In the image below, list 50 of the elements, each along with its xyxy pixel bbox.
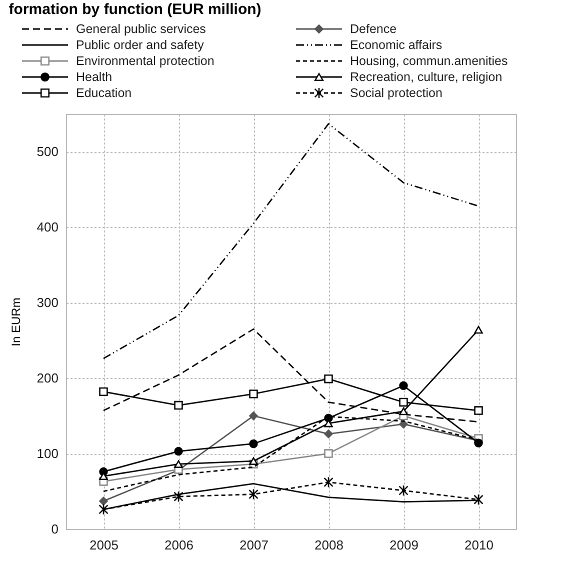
legend-label: Housing, commun.amenities bbox=[350, 54, 508, 68]
x-tick-label: 2009 bbox=[390, 538, 418, 552]
point bbox=[174, 490, 184, 502]
point bbox=[174, 400, 183, 410]
legend-label: Health bbox=[76, 70, 112, 84]
point bbox=[324, 374, 333, 384]
point bbox=[398, 484, 408, 496]
point bbox=[399, 398, 408, 407]
y-tick-label: 400 bbox=[36, 220, 58, 235]
point bbox=[249, 411, 258, 420]
point bbox=[399, 381, 408, 390]
point bbox=[98, 504, 108, 516]
point bbox=[474, 438, 483, 448]
legend-label: Education bbox=[76, 86, 132, 100]
point bbox=[99, 387, 108, 396]
legend-label: Defence bbox=[350, 22, 397, 36]
point bbox=[249, 390, 258, 398]
point bbox=[99, 496, 108, 506]
point bbox=[249, 439, 258, 448]
x-tick-label: 2006 bbox=[164, 538, 194, 552]
chart-title: formation by function (EUR million) bbox=[8, 1, 262, 18]
legend-label: Economic affairs bbox=[350, 38, 442, 52]
point bbox=[474, 494, 484, 506]
legend-label: Public order and safety bbox=[76, 38, 205, 52]
legend-label: General public services bbox=[76, 22, 206, 36]
y-tick-label: 100 bbox=[36, 446, 58, 462]
legend-label: Recreation, culture, religion bbox=[350, 70, 502, 84]
point bbox=[324, 476, 334, 488]
legend-label: Social protection bbox=[350, 86, 442, 100]
point bbox=[399, 407, 408, 416]
point bbox=[174, 446, 183, 456]
legend-label: Environmental protection bbox=[76, 54, 214, 68]
point bbox=[474, 406, 483, 415]
point bbox=[249, 457, 258, 465]
y-tick-label: 300 bbox=[36, 295, 58, 310]
x-tick-label: 2008 bbox=[314, 538, 344, 552]
x-tick-label: 2010 bbox=[464, 538, 494, 552]
x-tick-label: 2005 bbox=[90, 538, 118, 552]
y-tick-label: 0 bbox=[51, 522, 58, 536]
point bbox=[324, 449, 333, 458]
point bbox=[399, 420, 408, 428]
y-axis-title: In EURm bbox=[8, 298, 23, 346]
point bbox=[248, 488, 258, 500]
y-tick-label: 500 bbox=[36, 144, 58, 160]
y-tick-label: 200 bbox=[36, 370, 58, 386]
point bbox=[324, 430, 333, 438]
point bbox=[474, 326, 483, 334]
line-series bbox=[102, 123, 480, 360]
x-tick-label: 2007 bbox=[240, 538, 268, 552]
point bbox=[174, 460, 183, 468]
